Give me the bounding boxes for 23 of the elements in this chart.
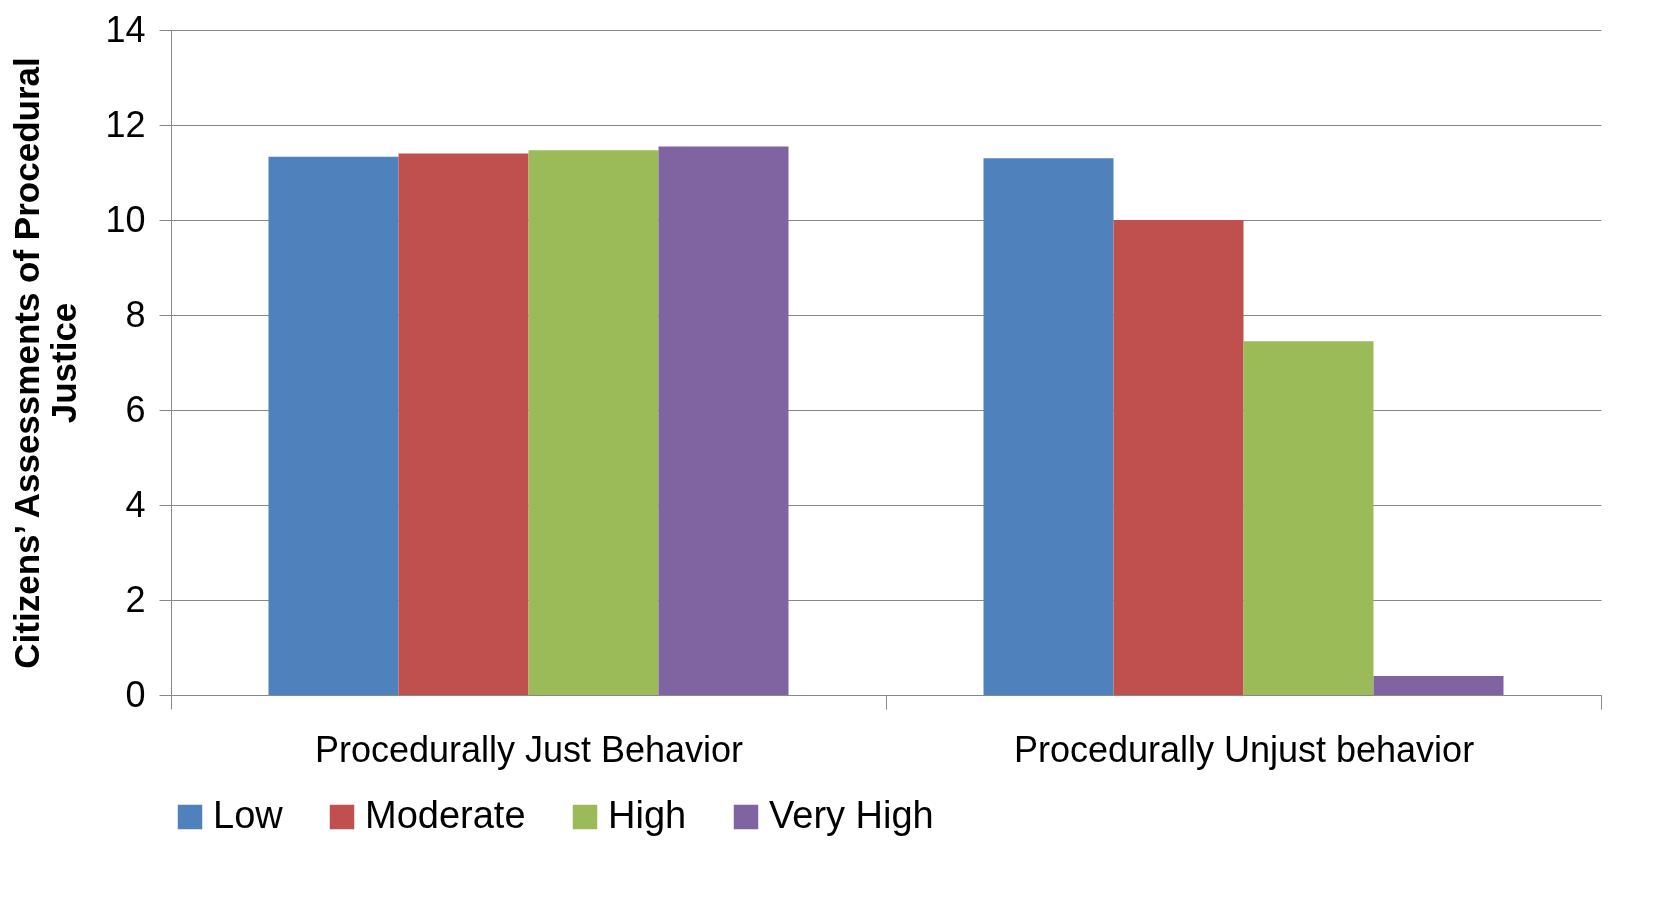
x-tick-label: Procedurally Just Behavior — [314, 728, 744, 770]
y-tick-label: 12 — [105, 103, 146, 145]
bar — [268, 156, 399, 695]
bar — [658, 146, 789, 695]
y-tick-label: 14 — [105, 8, 146, 50]
y-tick-label: 4 — [125, 483, 146, 525]
bar — [1113, 220, 1244, 695]
y-tick-label: 10 — [105, 198, 146, 240]
bar — [528, 150, 659, 695]
y-axis-title: Citizens’ Assessments of Procedural Justice — [7, 57, 84, 669]
legend-label: High — [608, 794, 687, 836]
y-tick-label: 0 — [125, 673, 146, 715]
bar — [1243, 341, 1374, 695]
bar — [398, 153, 529, 695]
bar — [983, 158, 1114, 695]
bar — [1373, 676, 1504, 695]
y-tick-label: 2 — [125, 578, 146, 620]
x-tick-label: Procedurally Unjust behavior — [1013, 728, 1475, 770]
y-tick-label: 6 — [125, 388, 146, 430]
legend-label: Very High — [769, 794, 934, 836]
y-tick-label: 8 — [125, 293, 146, 335]
legend-label: Low — [213, 794, 284, 836]
legend-label: Moderate — [365, 794, 526, 836]
